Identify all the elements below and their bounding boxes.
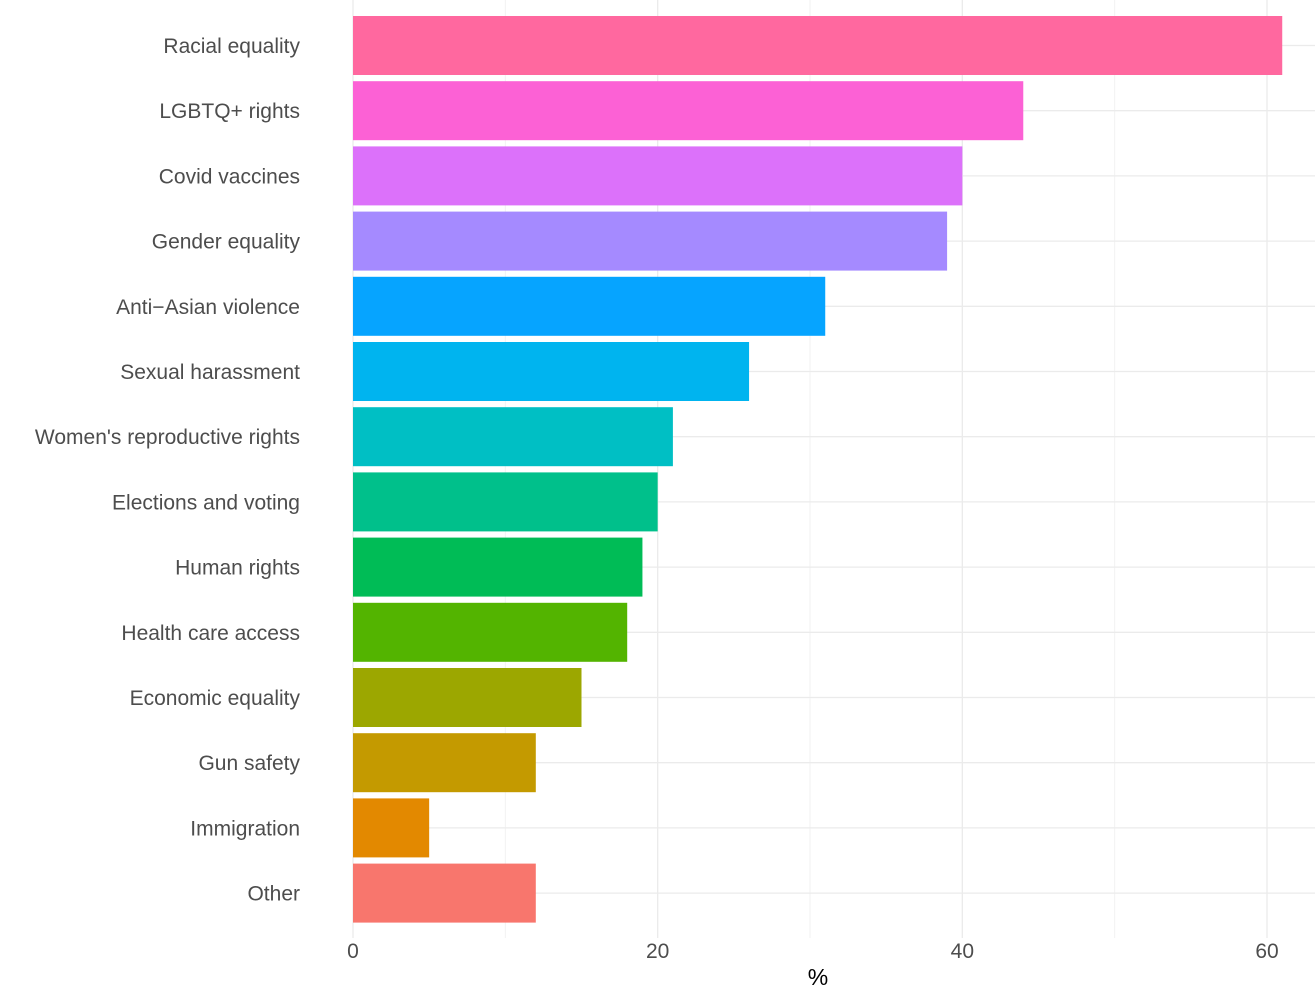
bar-9 (353, 602, 628, 662)
x-tick-label: 40 (951, 940, 974, 963)
category-label: LGBTQ+ rights (159, 100, 300, 123)
category-label: Gun safety (198, 752, 300, 775)
bar-3 (353, 211, 948, 271)
category-label: Human rights (175, 557, 300, 580)
x-axis-title: % (808, 964, 828, 985)
category-label: Gender equality (152, 231, 301, 254)
bar-0 (353, 16, 1283, 75)
x-tick-label: 0 (347, 940, 359, 963)
bar-8 (353, 537, 643, 597)
category-label: Women's reproductive rights (35, 426, 300, 449)
category-label: Immigration (190, 817, 300, 840)
category-label: Health care access (121, 622, 300, 645)
category-label: Sexual harassment (120, 361, 300, 384)
bar-10 (353, 668, 582, 727)
category-label: Economic equality (130, 687, 301, 710)
category-label: Other (247, 883, 300, 906)
category-label: Racial equality (163, 35, 300, 58)
category-labels: Racial equality LGBTQ+ rights Covid vaccin… (35, 35, 301, 906)
x-tick-label: 20 (646, 940, 669, 963)
category-label: Covid vaccines (159, 165, 300, 188)
category-label: Anti−Asian violence (116, 296, 300, 319)
bar-2 (353, 146, 963, 206)
bar-4 (353, 276, 826, 336)
bars (353, 16, 1283, 923)
x-tick-label: 60 (1255, 940, 1278, 963)
bar-13 (353, 863, 536, 923)
bar-5 (353, 342, 750, 401)
bar-6 (353, 407, 673, 467)
grid-lines (352, 0, 1315, 938)
bar-11 (353, 733, 536, 793)
bar-1 (353, 81, 1024, 141)
category-label: Elections and voting (112, 491, 300, 514)
bar-7 (353, 472, 658, 532)
x-tick-labels: 0 20 40 60 (347, 940, 1279, 963)
bar-12 (353, 798, 430, 858)
